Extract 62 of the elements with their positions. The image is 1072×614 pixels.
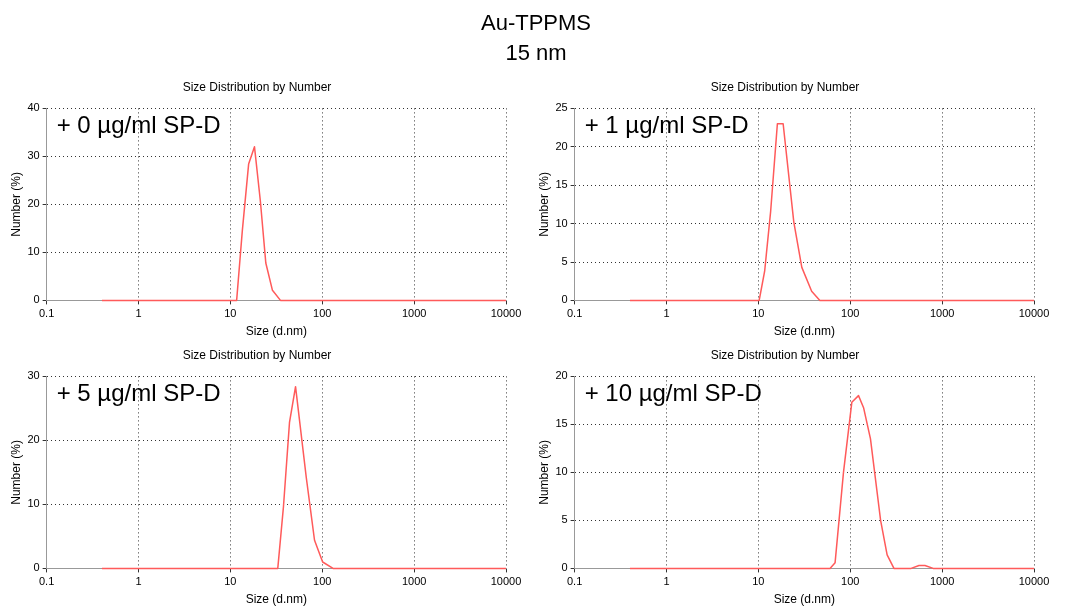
x-tick-label: 10000	[1018, 307, 1050, 320]
text: Au-TPPMS	[480, 9, 592, 37]
y-axis-title: Number (%)	[8, 440, 23, 505]
chart-title: Size Distribution by Number	[182, 79, 332, 94]
chart-title: Size Distribution by Number	[710, 79, 860, 94]
y-tick-label: 5	[561, 513, 568, 526]
y-tick-label: 25	[555, 101, 568, 114]
y-axis-title: Number (%)	[536, 172, 551, 237]
x-tick-label: 1000	[929, 307, 955, 320]
x-tick-label: 1	[663, 575, 670, 588]
x-tick-label: 1	[135, 575, 142, 588]
y-axis-title: Number (%)	[536, 440, 551, 505]
y-tick-label: 0	[561, 561, 568, 574]
annotation: + 0 µg/ml SP-D	[56, 111, 221, 139]
x-tick-label: 10000	[490, 307, 522, 320]
y-tick-label: 30	[27, 149, 40, 162]
chart-title: Size Distribution by Number	[182, 347, 332, 362]
x-tick-label: 10	[224, 575, 237, 588]
x-tick-label: 1000	[401, 575, 427, 588]
annotation: + 5 µg/ml SP-D	[56, 379, 221, 407]
x-tick-label: 10	[224, 307, 237, 320]
y-tick-label: 10	[555, 465, 568, 478]
y-tick-label: 10	[555, 216, 568, 229]
x-tick-label: 10000	[490, 575, 522, 588]
y-tick-label: 5	[561, 255, 568, 268]
x-tick-label: 100	[313, 575, 332, 588]
x-tick-label: 10	[752, 307, 765, 320]
y-tick-label: 0	[561, 293, 568, 306]
x-axis-title: Size (d.nm)	[773, 324, 835, 339]
y-tick-label: 0	[33, 293, 40, 306]
x-tick-label: 0.1	[38, 575, 55, 588]
y-tick-label: 20	[27, 433, 40, 446]
y-tick-label: 0	[33, 561, 40, 574]
x-axis-title: Size (d.nm)	[773, 592, 835, 607]
chart-title: Size Distribution by Number	[710, 347, 860, 362]
x-tick-label: 10000	[1018, 575, 1050, 588]
annotation: + 10 µg/ml SP-D	[584, 379, 762, 407]
y-tick-label: 20	[555, 139, 568, 152]
x-tick-label: 0.1	[566, 575, 583, 588]
y-axis-title: Number (%)	[8, 172, 23, 237]
y-tick-label: 15	[555, 417, 568, 430]
y-tick-label: 30	[27, 369, 40, 382]
x-axis-title: Size (d.nm)	[245, 592, 307, 607]
x-tick-label: 100	[841, 307, 860, 320]
y-tick-label: 15	[555, 178, 568, 191]
x-tick-label: 1	[135, 307, 142, 320]
x-axis-title: Size (d.nm)	[245, 324, 307, 339]
annotation: + 1 µg/ml SP-D	[584, 111, 749, 139]
text: 15 nm	[504, 39, 568, 67]
x-tick-label: 100	[841, 575, 860, 588]
x-tick-label: 0.1	[566, 307, 583, 320]
x-tick-label: 10	[752, 575, 765, 588]
y-tick-label: 40	[27, 101, 40, 114]
y-tick-label: 20	[555, 369, 568, 382]
x-tick-label: 0.1	[38, 307, 55, 320]
x-tick-label: 1	[663, 307, 670, 320]
x-tick-label: 1000	[929, 575, 955, 588]
x-tick-label: 100	[313, 307, 332, 320]
y-tick-label: 20	[27, 197, 40, 210]
y-tick-label: 10	[27, 497, 40, 510]
x-tick-label: 1000	[401, 307, 427, 320]
y-tick-label: 10	[27, 245, 40, 258]
